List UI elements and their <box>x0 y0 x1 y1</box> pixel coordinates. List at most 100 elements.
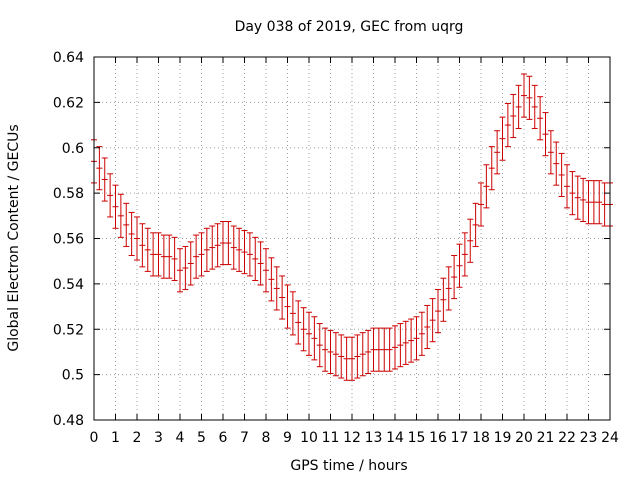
data-point <box>96 146 103 191</box>
x-tick-label: 8 <box>262 430 271 446</box>
data-point <box>375 327 382 372</box>
data-point <box>139 223 146 268</box>
data-point <box>531 84 538 129</box>
data-point <box>461 232 468 277</box>
x-tick-label: 20 <box>515 430 533 446</box>
data-point <box>499 116 506 161</box>
y-tick-label: 0.6 <box>62 141 84 157</box>
data-point <box>408 318 415 363</box>
data-point <box>203 227 210 272</box>
data-point <box>225 220 232 266</box>
data-point <box>193 234 200 279</box>
data-point <box>166 234 173 279</box>
data-point <box>306 311 312 356</box>
label-layer: 0 1 2 3 4 5 6 7 8 9 10 11 12 13 14 15 16 17 18 19 20 21 22 23 24… <box>53 50 619 446</box>
data-point <box>327 329 334 374</box>
x-tick-label: 9 <box>283 430 292 446</box>
data-point <box>187 241 194 286</box>
data-point <box>230 225 237 270</box>
data-point <box>284 284 291 329</box>
data-point <box>322 327 329 372</box>
data-point <box>107 173 114 218</box>
x-tick-label: 24 <box>601 430 619 446</box>
x-tick-label: 14 <box>386 430 404 446</box>
data-point <box>558 152 565 198</box>
data-point <box>402 320 409 365</box>
data-point <box>354 334 361 379</box>
x-axis-title: GPS time / hours <box>290 458 407 474</box>
x-tick-label: 22 <box>558 430 576 446</box>
y-axis-title: Global Electron Content / GECUs <box>6 124 22 351</box>
data-point <box>236 227 243 272</box>
data-point <box>574 175 581 220</box>
data-point <box>252 236 259 281</box>
chart-title: Day 038 of 2019, GEC from uqrg <box>235 19 464 35</box>
data-point <box>338 334 345 379</box>
data-point <box>123 202 130 247</box>
data-point <box>564 164 570 209</box>
x-tick-label: 15 <box>408 430 426 446</box>
data-point <box>171 236 178 281</box>
x-tick-label: 3 <box>154 430 163 446</box>
data-point <box>553 141 560 186</box>
x-tick-label: 17 <box>451 430 469 446</box>
series-layer <box>91 73 613 381</box>
data-point <box>182 245 189 291</box>
data-point <box>445 266 452 311</box>
data-point <box>295 300 302 345</box>
data-point <box>214 223 221 268</box>
y-tick-label: 0.58 <box>53 186 84 202</box>
data-point <box>177 248 183 293</box>
data-point <box>542 112 549 157</box>
data-point <box>590 180 597 225</box>
data-point <box>101 157 108 202</box>
data-point <box>413 316 420 361</box>
data-point <box>365 329 372 374</box>
x-tick-label: 16 <box>429 430 447 446</box>
data-point <box>526 75 533 120</box>
data-point <box>134 216 140 261</box>
data-point <box>467 218 474 263</box>
x-tick-label: 21 <box>537 430 555 446</box>
data-point <box>504 103 511 148</box>
y-tick-label: 0.56 <box>53 232 84 248</box>
data-point <box>117 193 124 238</box>
data-point <box>241 230 248 275</box>
data-point <box>483 164 490 209</box>
data-point <box>289 291 296 336</box>
x-tick-label: 12 <box>343 430 361 446</box>
x-tick-label: 1 <box>111 430 120 446</box>
y-tick-label: 0.54 <box>53 277 84 293</box>
data-point <box>596 180 603 225</box>
data-point <box>418 311 425 356</box>
x-tick-label: 2 <box>133 430 142 446</box>
x-tick-label: 11 <box>322 430 340 446</box>
data-point <box>494 130 501 175</box>
data-point <box>381 327 388 372</box>
data-point <box>359 332 366 377</box>
data-point <box>521 73 527 118</box>
x-tick-label: 4 <box>176 430 185 446</box>
data-point <box>585 180 592 225</box>
data-point <box>601 182 608 227</box>
x-tick-label: 13 <box>365 430 383 446</box>
data-point <box>263 248 269 293</box>
data-point <box>424 304 431 350</box>
data-point <box>472 202 479 247</box>
data-point <box>343 336 350 381</box>
y-tick-label: 0.48 <box>53 413 84 429</box>
data-point <box>220 220 226 266</box>
x-tick-label: 0 <box>90 430 99 446</box>
y-tick-label: 0.62 <box>53 95 84 111</box>
data-point <box>144 227 151 272</box>
data-point <box>510 93 517 139</box>
data-point <box>246 232 253 277</box>
data-point <box>268 257 275 302</box>
x-tick-label: 7 <box>240 430 249 446</box>
data-point <box>150 232 157 277</box>
y-tick-label: 0.64 <box>53 50 84 66</box>
data-point <box>279 275 286 320</box>
data-point <box>386 327 393 372</box>
x-tick-label: 5 <box>197 430 206 446</box>
